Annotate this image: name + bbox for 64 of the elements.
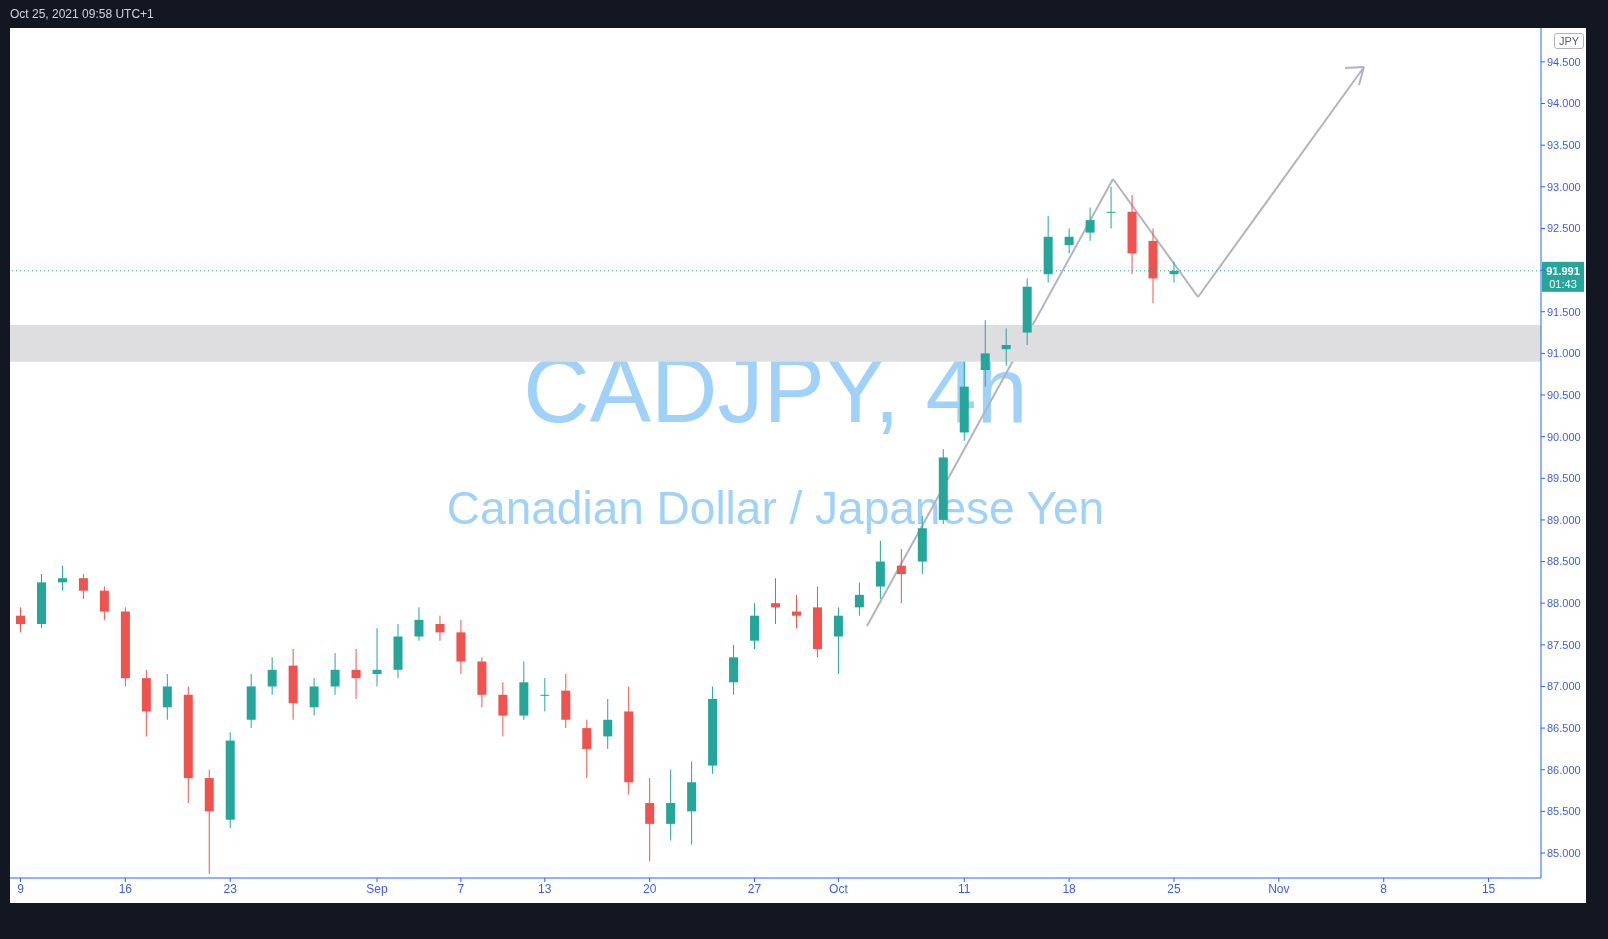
y-tick-label: 93.000 — [1547, 180, 1581, 193]
candlestick — [162, 673, 172, 721]
text: JPY — [1554, 33, 1585, 49]
y-tick-label: 90.500 — [1547, 388, 1581, 401]
ref-line-label: 91.991 — [1546, 264, 1580, 277]
candlestick — [1085, 207, 1095, 242]
candlestick — [414, 606, 424, 642]
x-tick-label: 23 — [223, 881, 238, 896]
x-tick-label: 27 — [747, 881, 762, 896]
text: Oct 25, 2021 09:58 UTC+1 — [10, 7, 154, 21]
y-tick-label: 92.500 — [1547, 222, 1581, 235]
candlestick — [791, 594, 801, 629]
x-tick-label: 8 — [1380, 881, 1388, 896]
x-tick-label: 13 — [538, 881, 552, 896]
candlestick — [309, 677, 319, 717]
x-tick-label: 20 — [642, 881, 657, 896]
y-tick-label: 85.000 — [1547, 846, 1581, 859]
y-tick-label: 89.000 — [1547, 513, 1581, 526]
candlestick — [1064, 227, 1074, 254]
candlestick — [435, 615, 445, 642]
y-tick-label: 91.500 — [1547, 305, 1581, 318]
y-tick-label: 87.000 — [1547, 680, 1581, 693]
candlestick — [896, 548, 906, 604]
candlestick — [498, 681, 508, 737]
x-tick-label: 15 — [1481, 881, 1496, 896]
y-tick-label: 86.000 — [1547, 763, 1581, 776]
candlestick — [833, 606, 843, 675]
candlestick — [372, 627, 382, 687]
candlestick — [99, 586, 109, 621]
candlestick — [78, 573, 88, 600]
candlestick — [582, 719, 592, 779]
y-tick-label: 86.500 — [1547, 722, 1581, 735]
candlestick — [57, 565, 67, 592]
y-tick-label: 91.000 — [1547, 347, 1581, 360]
candlestick — [1106, 186, 1116, 229]
y-tick-label: 88.000 — [1547, 597, 1581, 610]
candlestick — [330, 652, 340, 696]
candlestick — [645, 777, 655, 862]
y-tick-label: 85.500 — [1547, 805, 1581, 818]
x-tick-label: 11 — [958, 881, 971, 896]
y-tick-label: 87.500 — [1547, 638, 1581, 651]
y-tick-label: 89.500 — [1547, 472, 1581, 485]
y-tick-label: 93.500 — [1547, 139, 1581, 152]
candlestick — [16, 606, 25, 633]
x-tick-label: Nov — [1268, 881, 1290, 896]
candlestick — [540, 677, 550, 712]
x-tick-label: Sep — [366, 881, 389, 896]
y-tick-label: 94.000 — [1547, 97, 1581, 110]
y-tick-label: 94.500 — [1547, 55, 1581, 68]
x-tick-label: 9 — [17, 881, 25, 896]
x-tick-label: 7 — [457, 881, 465, 896]
candlestick — [666, 769, 676, 842]
x-tick-label: 18 — [1062, 881, 1077, 896]
y-tick-label: 90.000 — [1547, 430, 1581, 443]
candlestick — [603, 698, 613, 750]
candlestick — [771, 577, 781, 625]
y-tick-label: 88.500 — [1547, 555, 1581, 568]
x-tick-label: 16 — [118, 881, 133, 896]
x-tick-label: 25 — [1167, 881, 1181, 896]
candlestick — [351, 648, 361, 700]
text: 01:43 — [1549, 277, 1577, 290]
x-tick-label: Oct — [829, 881, 849, 896]
candlestick — [854, 581, 864, 617]
candlestick — [267, 656, 277, 696]
